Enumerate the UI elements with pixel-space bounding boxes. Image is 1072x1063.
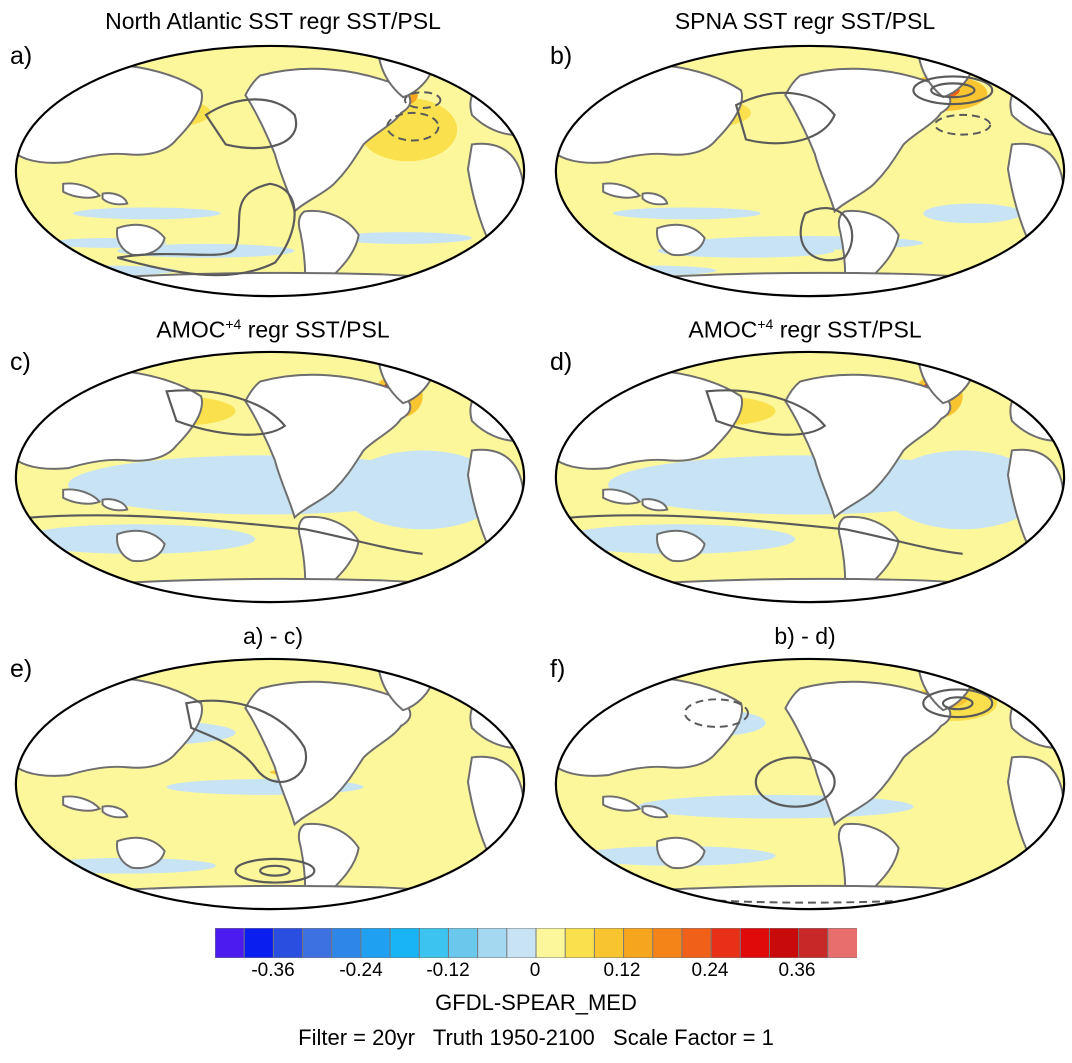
panel-c-title-rest: regr SST/PSL: [241, 316, 390, 343]
colorbar-swatch: [215, 928, 246, 958]
colorbar-swatch: [564, 928, 596, 958]
colorbar-swatch: [652, 928, 683, 958]
colorbar-swatch: [477, 928, 508, 958]
info-label: Filter = 20yr Truth 1950-2100 Scale Fact…: [298, 1025, 774, 1050]
panel-a-letter: a): [10, 42, 33, 70]
panel-f-map: [554, 657, 1066, 911]
colorbar-swatch: [418, 928, 450, 958]
panel-d-title-main: AMOC: [688, 316, 758, 343]
colorbar-swatch: [331, 928, 362, 958]
panel-c-map: [14, 350, 526, 604]
colorbar-tick-label: -0.24: [339, 960, 383, 981]
panel-c-title-sup: +4: [225, 316, 242, 332]
colorbar-swatch: [739, 928, 771, 958]
panel-d-title-rest: regr SST/PSL: [773, 316, 922, 343]
panel-d-title: AMOC+4 regr SST/PSL: [545, 316, 1065, 344]
colorbar-swatch: [681, 928, 713, 958]
panel-e-letter: e): [10, 655, 33, 683]
panel-b-letter: b): [550, 42, 573, 70]
colorbar-tick-label: 0.36: [778, 960, 816, 981]
model-label: GFDL-SPEAR_MED: [435, 990, 637, 1015]
colorbar-swatch: [768, 928, 800, 958]
colorbar-swatch: [447, 928, 479, 958]
colorbar-swatch: [623, 928, 654, 958]
panel-c-title-main: AMOC: [156, 316, 226, 343]
panel-f-title: b) - d): [774, 623, 836, 649]
panel-d-letter: d): [550, 348, 573, 376]
panel-d-title-sup: +4: [757, 316, 774, 332]
colorbar-swatch: [360, 928, 392, 958]
panel-e-map: [14, 657, 526, 911]
panel-c-letter: c): [10, 348, 31, 376]
colorbar-tick-label: 0.12: [603, 960, 641, 981]
colorbar-swatch: [710, 928, 742, 958]
panel-b-map: [554, 44, 1066, 298]
colorbar-swatch: [506, 928, 538, 958]
colorbar: [215, 928, 857, 958]
panel-c-title: AMOC+4 regr SST/PSL: [13, 316, 533, 344]
panel-f-letter: f): [550, 655, 566, 683]
panel-e-title: a) - c): [242, 623, 304, 649]
colorbar-tick-label: 0: [529, 960, 541, 981]
colorbar-tick-label: 0.24: [691, 960, 729, 981]
colorbar-swatch: [302, 928, 333, 958]
colorbar-swatch: [798, 928, 829, 958]
colorbar-swatch: [243, 928, 275, 958]
panel-d-map: [554, 350, 1066, 604]
colorbar-swatch: [827, 928, 857, 958]
panel-a-map: [14, 44, 526, 298]
panel-b-title: SPNA SST regr SST/PSL: [674, 8, 936, 34]
colorbar-tick-label: -0.12: [426, 960, 470, 981]
colorbar-swatch: [593, 928, 625, 958]
colorbar-tick-label: -0.36: [251, 960, 295, 981]
panel-a-title: North Atlantic SST regr SST/PSL: [105, 8, 441, 34]
colorbar-swatch: [535, 928, 567, 958]
colorbar-swatch: [272, 928, 304, 958]
colorbar-swatch: [389, 928, 421, 958]
